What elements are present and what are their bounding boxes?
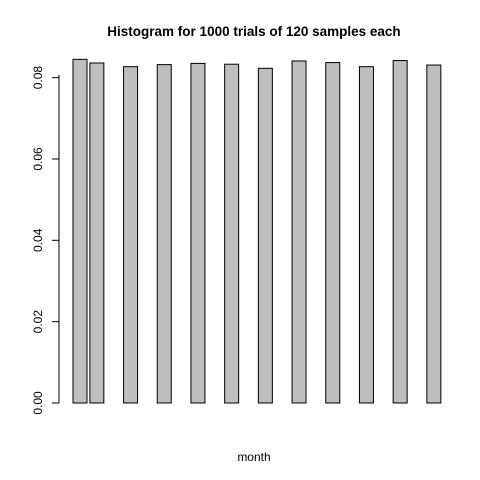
y-tick-label: 0.04 <box>31 228 45 252</box>
x-axis-label: month <box>237 450 270 464</box>
bar <box>72 58 88 404</box>
y-axis: 0.00 0.02 0.04 0.06 0.08 <box>31 66 60 415</box>
y-ticks: 0.00 0.02 0.04 0.06 0.08 <box>31 66 59 415</box>
bar <box>156 64 172 404</box>
bar <box>291 60 307 404</box>
bar <box>426 64 442 404</box>
bar <box>325 62 341 404</box>
chart-title: Histogram for 1000 trials of 120 samples… <box>107 24 400 39</box>
bar <box>257 67 273 404</box>
y-tick-label: 0.08 <box>31 66 45 90</box>
bar <box>123 66 139 404</box>
bar <box>89 62 105 404</box>
bar <box>392 60 408 404</box>
y-tick-label: 0.02 <box>31 310 45 334</box>
bar <box>358 66 374 404</box>
bar <box>190 62 206 404</box>
bars-group <box>72 58 442 404</box>
bar <box>224 63 240 404</box>
y-tick-label: 0.06 <box>31 147 45 171</box>
y-tick-label: 0.00 <box>31 391 45 415</box>
